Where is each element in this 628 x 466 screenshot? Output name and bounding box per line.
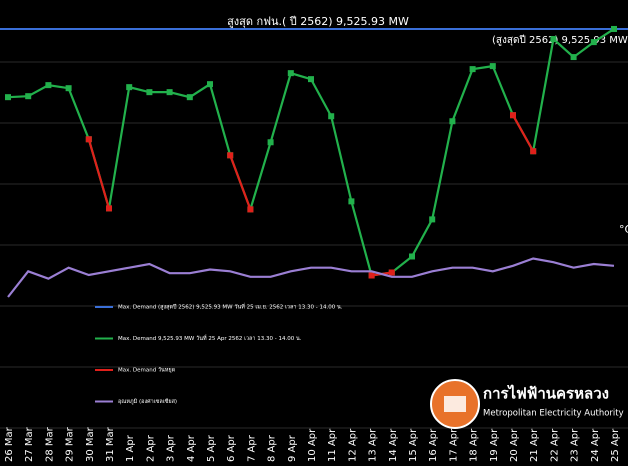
x-tick-label: 24 Apr xyxy=(590,428,601,462)
point-marker xyxy=(25,93,32,100)
grid xyxy=(0,61,628,429)
x-tick-label: 8 Apr xyxy=(267,434,278,462)
point-marker xyxy=(207,81,213,88)
y2-axis-label: °C xyxy=(619,223,628,236)
point-marker xyxy=(5,94,11,101)
chart-title: สูงสุด กฟน.( ปี 2562) 9,525.93 MW xyxy=(227,15,409,28)
point-marker xyxy=(590,39,597,46)
x-tick-label: 21 Apr xyxy=(529,428,540,462)
point-marker xyxy=(166,89,173,96)
x-tick-label: 2 Apr xyxy=(145,434,156,462)
point-marker xyxy=(449,118,456,125)
point-marker xyxy=(308,76,314,83)
point-marker xyxy=(287,70,294,77)
point-marker xyxy=(510,112,516,119)
x-tick-label: 7 Apr xyxy=(246,434,257,462)
point-marker xyxy=(106,205,112,212)
x-tick-label: 26 Mar xyxy=(4,426,15,462)
x-tick-label: 28 Mar xyxy=(44,426,55,462)
point-marker xyxy=(186,94,193,101)
x-tick-label: 31 Mar xyxy=(105,426,116,462)
x-tick-label: 13 Apr xyxy=(368,428,379,462)
x-tick-label: 20 Apr xyxy=(509,428,520,462)
legend-label: Max. Demand 9,525.93 MW วันที่ 25 Apr 25… xyxy=(118,334,302,342)
x-tick-label: 6 Apr xyxy=(226,434,237,462)
point-marker xyxy=(469,66,476,73)
point-marker xyxy=(227,152,234,159)
logo-name: การไฟฟ้านครหลวง xyxy=(483,384,609,403)
legend-label: อุณหภูมิ (องศาเซลเซียส) xyxy=(118,398,177,405)
legend-label: Max. Demand วันหยุด xyxy=(118,367,176,374)
point-marker xyxy=(409,253,415,260)
x-tick-label: 3 Apr xyxy=(166,434,177,462)
logo-building xyxy=(444,396,466,412)
point-marker xyxy=(45,82,52,89)
x-tick-label: 19 Apr xyxy=(489,428,500,462)
series-line xyxy=(7,257,615,298)
x-tick-label: 25 Apr xyxy=(610,428,621,462)
x-tick-label: 1 Apr xyxy=(125,434,136,462)
point-marker xyxy=(368,272,375,279)
point-marker xyxy=(348,198,355,205)
point-marker xyxy=(611,25,617,32)
point-marker xyxy=(429,216,436,223)
point-marker xyxy=(247,206,254,213)
series-line xyxy=(7,28,615,277)
logo: การไฟฟ้านครหลวง Metropolitan Electricity… xyxy=(430,379,624,429)
point-marker xyxy=(550,36,557,43)
point-marker xyxy=(530,148,537,155)
x-tick-label: 22 Apr xyxy=(549,428,560,462)
x-tick-label: 27 Mar xyxy=(24,426,35,462)
logo-subtitle: Metropolitan Electricity Authority xyxy=(483,409,624,419)
legend-label: Max. Demand (สูงสุดปี 2562) 9,525.93 MW … xyxy=(118,303,343,311)
x-tick-label: 17 Apr xyxy=(448,428,459,462)
x-tick-label: 30 Mar xyxy=(85,426,96,462)
x-tick-label: 12 Apr xyxy=(347,428,358,462)
x-tick-label: 16 Apr xyxy=(428,428,439,462)
x-tick-label: 18 Apr xyxy=(469,428,480,462)
x-tick-label: 14 Apr xyxy=(388,428,399,462)
point-marker xyxy=(65,85,72,92)
point-marker xyxy=(126,84,133,91)
point-marker xyxy=(570,54,577,61)
point-marker xyxy=(146,89,153,96)
point-marker xyxy=(388,269,395,276)
series-line xyxy=(87,114,535,277)
x-tick-label: 23 Apr xyxy=(570,428,581,462)
x-tick-label: 29 Mar xyxy=(65,426,76,462)
x-tick-label: 11 Apr xyxy=(327,428,338,462)
x-tick-label: 15 Apr xyxy=(408,428,419,462)
x-tick-label: 9 Apr xyxy=(287,434,298,462)
point-marker xyxy=(267,139,274,146)
x-tick-label: 5 Apr xyxy=(206,434,217,462)
x-tick-label: 10 Apr xyxy=(307,428,318,462)
point-marker xyxy=(328,113,335,120)
x-tick-label: 4 Apr xyxy=(186,434,197,462)
point-marker xyxy=(85,136,92,143)
point-marker xyxy=(489,63,496,70)
